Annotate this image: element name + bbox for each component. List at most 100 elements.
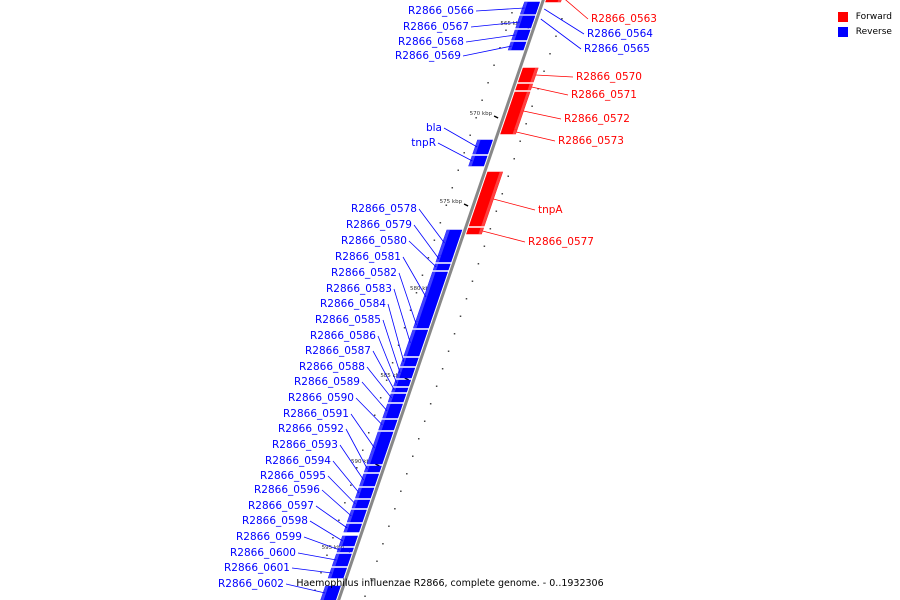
gene-R2866_0591[interactable]: [366, 431, 394, 465]
legend-label-reverse: Reverse: [855, 26, 892, 37]
gene-label-R2866_0587[interactable]: R2866_0587: [305, 345, 371, 357]
gene-R2866_0584[interactable]: [400, 357, 419, 367]
tick-label: 585 kbp: [380, 373, 403, 379]
gene-label-R2866_0592[interactable]: R2866_0592: [278, 423, 344, 435]
gene-leader-line: [321, 489, 352, 517]
gene-R2866_0587[interactable]: [391, 387, 409, 393]
gene-label-R2866_0593[interactable]: R2866_0593: [272, 439, 338, 451]
gene-label-R2866_0584[interactable]: R2866_0584: [320, 298, 386, 310]
gene-tnpA[interactable]: [468, 171, 504, 227]
gene-label-R2866_0591[interactable]: R2866_0591: [283, 408, 349, 420]
tick-label: 575 kbp: [440, 199, 463, 205]
gene-label-R2866_0572[interactable]: R2866_0572: [564, 113, 630, 125]
legend-item-forward: Forward: [837, 9, 892, 24]
gene-R2866_0573[interactable]: [500, 129, 518, 135]
genome-backbone: [337, 0, 545, 600]
gene-leader-line: [475, 7, 525, 12]
gene-label-R2866_0590[interactable]: R2866_0590: [288, 392, 354, 404]
gene-R2866_0590[interactable]: [378, 419, 398, 431]
gene-leader-line: [309, 520, 344, 542]
gene-R2866_0593[interactable]: [359, 473, 380, 487]
gene-label-tnpR[interactable]: tnpR: [411, 137, 436, 149]
gene-leader-line: [393, 288, 411, 344]
tick-570: 570 kbp: [470, 111, 499, 119]
gene-label-R2866_0565[interactable]: R2866_0565: [584, 43, 650, 55]
gene-R2866_0592[interactable]: [363, 465, 382, 473]
gene-R2866_0571[interactable]: [515, 83, 534, 91]
gene-R2866_0596[interactable]: [346, 509, 367, 523]
gene-tnpR[interactable]: [468, 155, 488, 167]
gene-leader-line: [345, 428, 368, 470]
gene-label-R2866_0568[interactable]: R2866_0568: [398, 36, 464, 48]
gene-leader-line: [523, 110, 562, 120]
gene-leader-line: [516, 131, 556, 142]
gene-label-R2866_0580[interactable]: R2866_0580: [341, 235, 407, 247]
gene-R2866_0597[interactable]: [343, 523, 363, 533]
gene-R2866_0579[interactable]: [435, 255, 454, 263]
gene-label-R2866_0595[interactable]: R2866_0595: [260, 470, 326, 482]
gene-R2866_0595[interactable]: [351, 499, 371, 509]
gene-leader-line: [535, 74, 574, 78]
gene-leader-line: [493, 198, 536, 211]
gene-label-R2866_0583[interactable]: R2866_0583: [326, 283, 392, 295]
gene-label-R2866_0586[interactable]: R2866_0586: [310, 330, 376, 342]
gene-R2866_0586[interactable]: [393, 379, 412, 387]
gene-label-R2866_0573[interactable]: R2866_0573: [558, 135, 624, 147]
gene-R2866_0582[interactable]: [413, 321, 431, 329]
gene-leader-line: [437, 142, 473, 162]
gene-label-R2866_0601[interactable]: R2866_0601: [224, 562, 290, 574]
gene-labels: R2866_0563 R2866_0564 R2866_0565 R2866_0566…: [218, 0, 657, 594]
gene-label-R2866_0567[interactable]: R2866_0567: [403, 21, 469, 33]
gene-label-R2866_0588[interactable]: R2866_0588: [299, 361, 365, 373]
gene-R2866_0589[interactable]: [382, 403, 403, 419]
gene-leader-line: [398, 272, 417, 326]
gene-features: [320, 0, 564, 600]
legend: Forward Reverse: [837, 9, 892, 39]
gene-label-R2866_0597[interactable]: R2866_0597: [248, 500, 314, 512]
gene-R2866_0588[interactable]: [387, 393, 407, 403]
gene-label-R2866_0566[interactable]: R2866_0566: [408, 5, 474, 17]
gene-label-R2866_0598[interactable]: R2866_0598: [242, 515, 308, 527]
gene-R2866_0600[interactable]: [331, 553, 352, 567]
gene-leader-line: [303, 536, 340, 551]
gene-R2866_0563[interactable]: [545, 0, 564, 3]
gene-leader-line: [327, 475, 356, 505]
gene-leader-line: [350, 413, 375, 449]
gene-R2866_0577[interactable]: [466, 227, 484, 235]
gene-label-R2866_0571[interactable]: R2866_0571: [571, 89, 637, 101]
gene-label-R2866_0570[interactable]: R2866_0570: [576, 71, 642, 83]
gene-label-R2866_0585[interactable]: R2866_0585: [315, 314, 381, 326]
tick-label: 565 kbp: [500, 21, 523, 27]
gene-R2866_0585[interactable]: [395, 367, 416, 379]
gene-label-R2866_0589[interactable]: R2866_0589: [294, 376, 360, 388]
gene-R2866_0594[interactable]: [355, 487, 375, 499]
gene-label-R2866_0579[interactable]: R2866_0579: [346, 219, 412, 231]
gene-label-tnpA[interactable]: tnpA: [538, 204, 563, 216]
gene-R2866_0569[interactable]: [507, 41, 527, 51]
gene-R2866_0583[interactable]: [403, 329, 429, 357]
gene-label-R2866_0594[interactable]: R2866_0594: [265, 455, 331, 467]
legend-item-reverse: Reverse: [837, 24, 892, 39]
gene-label-R2866_0600[interactable]: R2866_0600: [230, 547, 296, 559]
gene-label-R2866_0564[interactable]: R2866_0564: [587, 28, 653, 40]
gene-label-R2866_0602[interactable]: R2866_0602: [218, 578, 284, 590]
tick-590: 590 kbp: [351, 459, 380, 467]
gene-label-R2866_0599[interactable]: R2866_0599: [236, 531, 302, 543]
gene-leader-line: [418, 208, 445, 244]
gene-label-R2866_0577[interactable]: R2866_0577: [528, 236, 594, 248]
gene-leader-line: [402, 256, 427, 298]
gene-leader-line: [540, 18, 582, 50]
gene-leader-line: [387, 303, 405, 363]
gene-leader-line: [482, 230, 526, 243]
gene-label-R2866_0596[interactable]: R2866_0596: [254, 484, 320, 496]
gene-leader-line: [372, 350, 395, 391]
gene-bla[interactable]: [472, 139, 493, 155]
gene-R2866_0570[interactable]: [517, 67, 539, 83]
gene-R2866_0598[interactable]: [338, 535, 358, 547]
gene-label-R2866_0563[interactable]: R2866_0563: [591, 13, 657, 25]
gene-label-R2866_0569[interactable]: R2866_0569: [395, 50, 461, 62]
gene-label-bla[interactable]: bla: [426, 122, 442, 134]
gene-label-R2866_0582[interactable]: R2866_0582: [331, 267, 397, 279]
gene-label-R2866_0578[interactable]: R2866_0578: [351, 203, 417, 215]
gene-label-R2866_0581[interactable]: R2866_0581: [335, 251, 401, 263]
